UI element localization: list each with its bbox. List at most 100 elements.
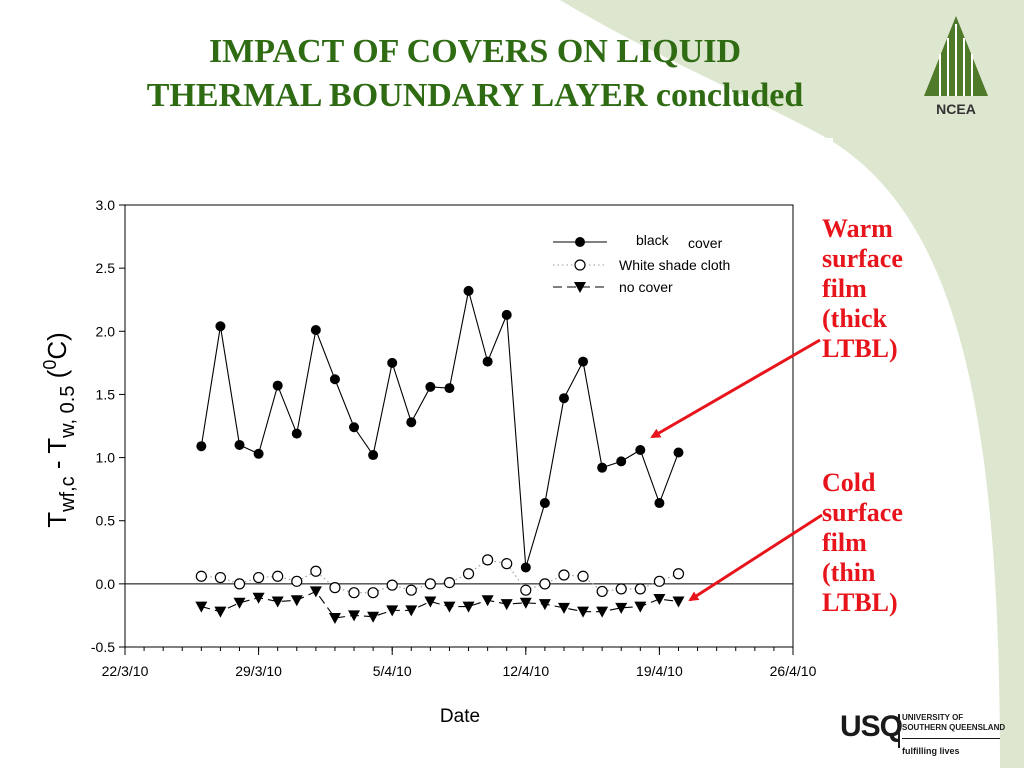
y-label-unit: C) bbox=[42, 332, 72, 359]
data-point bbox=[578, 356, 589, 367]
data-point bbox=[577, 570, 589, 582]
chart-axes: -0.5 0.0 0.5 1.0 1.5 2.0 2.5 3.0 22/3/10 29/3/10 5… bbox=[91, 197, 817, 679]
data-point bbox=[368, 450, 379, 461]
data-point bbox=[272, 380, 283, 391]
annotation-cold-line-5: LTBL) bbox=[822, 588, 898, 617]
data-point bbox=[272, 570, 284, 582]
data-point bbox=[519, 597, 532, 609]
data-point bbox=[367, 587, 379, 599]
data-point bbox=[310, 325, 321, 336]
data-point bbox=[462, 601, 475, 613]
x-tick-label: 5/4/10 bbox=[373, 663, 412, 679]
data-point bbox=[481, 595, 494, 607]
data-point bbox=[673, 447, 684, 458]
data-point bbox=[501, 558, 513, 570]
data-point bbox=[558, 569, 570, 581]
data-point bbox=[214, 606, 227, 618]
data-point bbox=[233, 578, 246, 590]
data-point bbox=[634, 583, 646, 595]
usq-rule bbox=[902, 738, 1000, 739]
x-tick-label: 26/4/10 bbox=[770, 663, 817, 679]
data-point bbox=[653, 594, 666, 606]
legend-label: no cover bbox=[619, 279, 673, 295]
data-point bbox=[424, 578, 436, 590]
y-label-sub2: w, 0.5 bbox=[57, 386, 79, 439]
plot-frame bbox=[124, 204, 794, 648]
annotation-cold-line-2: surface bbox=[822, 498, 903, 527]
usq-name-line2: SOUTHERN QUEENSLAND bbox=[902, 723, 1006, 732]
data-point bbox=[195, 601, 208, 613]
y-label-t1: T bbox=[42, 512, 72, 528]
annotation-cold-line-3: film bbox=[822, 528, 867, 557]
annotation-cold-line-1: Cold bbox=[822, 468, 876, 497]
data-point bbox=[309, 586, 322, 598]
data-point bbox=[539, 498, 550, 509]
data-point bbox=[328, 612, 341, 624]
y-label-mid: - T bbox=[42, 438, 72, 477]
usq-tagline: fulfilling lives bbox=[902, 746, 960, 756]
y-tick-label: 2.5 bbox=[96, 260, 116, 276]
data-point bbox=[558, 393, 569, 404]
data-point bbox=[271, 596, 284, 608]
legend-marker bbox=[574, 259, 586, 271]
series-0 bbox=[196, 285, 684, 573]
data-point bbox=[425, 381, 436, 392]
slide-title: IMPACT OF COVERS ON LIQUID THERMAL BOUND… bbox=[20, 30, 930, 118]
usq-divider bbox=[898, 714, 900, 748]
data-point bbox=[616, 456, 627, 467]
title-line-1: IMPACT OF COVERS ON LIQUID bbox=[208, 33, 742, 70]
y-tick-label: 2.0 bbox=[96, 323, 116, 339]
series-1 bbox=[195, 554, 685, 599]
data-point bbox=[367, 611, 380, 623]
data-point bbox=[252, 592, 265, 604]
data-point bbox=[596, 585, 608, 598]
y-tick-label: 3.0 bbox=[96, 197, 116, 213]
y-tick-label: 0.0 bbox=[96, 576, 116, 592]
data-point bbox=[635, 444, 646, 455]
y-label-sup: 0 bbox=[40, 360, 60, 370]
data-point bbox=[482, 554, 494, 566]
data-point bbox=[406, 417, 417, 428]
series-line bbox=[200, 290, 680, 568]
x-tick-label: 19/4/10 bbox=[636, 663, 683, 679]
data-point bbox=[234, 439, 245, 450]
x-tick-label: 29/3/10 bbox=[235, 663, 282, 679]
ncea-logo: NCEA bbox=[924, 16, 988, 117]
data-point bbox=[386, 605, 399, 617]
data-point bbox=[349, 422, 360, 433]
data-point bbox=[195, 570, 207, 582]
annotation-warm-line-3: film bbox=[822, 274, 867, 303]
data-point bbox=[634, 601, 647, 613]
data-point bbox=[444, 383, 455, 394]
data-point bbox=[557, 602, 570, 614]
title-line-2: THERMAL BOUNDARY LAYER concluded bbox=[146, 77, 804, 114]
data-point bbox=[462, 568, 475, 580]
x-tick-label: 12/4/10 bbox=[502, 663, 549, 679]
y-axis-label: Twf,c - Tw, 0.5 (0C) bbox=[40, 332, 79, 528]
y-label-open: ( bbox=[42, 369, 72, 385]
legend-label: White shade cloth bbox=[619, 257, 730, 273]
legend-marker bbox=[575, 237, 585, 247]
data-point bbox=[501, 309, 512, 320]
annotation-cold-line-4: (thin bbox=[822, 558, 876, 587]
y-tick-label: -0.5 bbox=[91, 639, 115, 655]
chart: -0.5 0.0 0.5 1.0 1.5 2.0 2.5 3.0 22/3/10 29/3/10 5… bbox=[40, 197, 817, 727]
annotation-warm-film: Warm surface film (thick LTBL) bbox=[822, 214, 903, 364]
usq-abbrev: USQ bbox=[840, 710, 903, 743]
data-point bbox=[233, 597, 246, 609]
data-point bbox=[463, 285, 474, 296]
annotation-cold-film: Cold surface film (thin LTBL) bbox=[822, 468, 903, 618]
data-point bbox=[291, 428, 302, 439]
x-tick-label: 22/3/10 bbox=[102, 663, 149, 679]
usq-name-line1: UNIVERSITY OF bbox=[902, 713, 964, 722]
cold-arrow bbox=[688, 513, 823, 602]
data-point bbox=[386, 579, 398, 591]
chart-series bbox=[195, 285, 685, 624]
data-point bbox=[654, 498, 665, 509]
data-point bbox=[215, 321, 226, 332]
data-point bbox=[253, 571, 265, 584]
data-point bbox=[329, 582, 341, 594]
data-point bbox=[290, 595, 303, 607]
data-point bbox=[520, 584, 532, 596]
